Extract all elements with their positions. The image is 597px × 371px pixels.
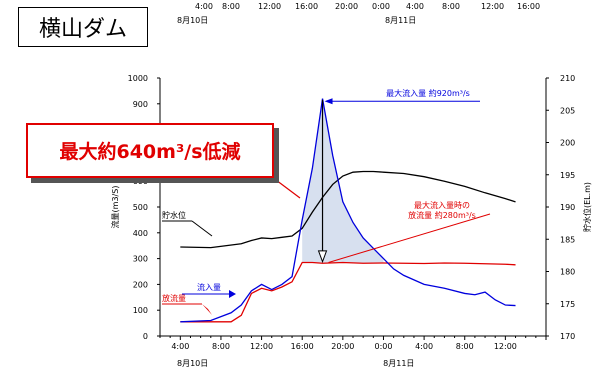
y-tick-label: 1000 xyxy=(128,74,148,83)
x-date-label: 8月10日 xyxy=(177,359,208,368)
y2-tick-label: 175 xyxy=(560,300,575,309)
dam-name: 横山ダム xyxy=(38,17,127,42)
y-tick-label: 100 xyxy=(133,306,148,315)
max-inflow-arrowhead xyxy=(324,98,333,105)
y2-tick-label: 180 xyxy=(560,268,575,277)
y2-tick-label: 200 xyxy=(560,139,575,148)
x-date-label: 8月11日 xyxy=(383,359,414,368)
outflow-label: 放流量 xyxy=(162,293,186,303)
top-time-tick: 0:00 xyxy=(372,2,390,11)
y-tick-label: 0 xyxy=(143,332,148,341)
y2-tick-label: 205 xyxy=(560,106,575,115)
y2-tick-label: 210 xyxy=(560,74,575,83)
top-time-tick: 16:00 xyxy=(517,2,541,11)
y-tick-label: 300 xyxy=(133,255,148,264)
y2-tick-label: 190 xyxy=(560,203,575,212)
y-tick-label: 200 xyxy=(133,280,148,289)
reduction-area xyxy=(302,98,384,264)
outflow-at-max-label: 最大流入量時の xyxy=(414,200,470,210)
y-tick-label: 500 xyxy=(133,203,148,212)
inflow-label: 流入量 xyxy=(197,282,221,292)
callout-pointer xyxy=(271,176,301,199)
y2-tick-label: 185 xyxy=(560,235,575,244)
top-date-label: 8月11日 xyxy=(385,16,417,25)
top-date-label: 8月10日 xyxy=(177,16,209,25)
top-time-tick: 8:00 xyxy=(442,2,460,11)
top-time-tick: 12:00 xyxy=(258,2,282,11)
top-time-tick: 4:00 xyxy=(195,2,213,11)
x-tick-label: 8:00 xyxy=(212,342,230,351)
x-tick-label: 4:00 xyxy=(415,342,433,351)
top-time-tick: 12:00 xyxy=(481,2,505,11)
reduction-callout: 最大約640m³/s低減 xyxy=(26,123,274,178)
inflow-line xyxy=(180,98,516,323)
x-tick-label: 12:00 xyxy=(250,342,273,351)
dam-name-box: 横山ダム xyxy=(18,7,148,47)
y-axis-title: 流量(m3/S) xyxy=(110,186,120,229)
x-tick-label: 20:00 xyxy=(331,342,354,351)
x-tick-label: 8:00 xyxy=(456,342,474,351)
top-time-tick: 4:00 xyxy=(406,2,424,11)
y2-tick-label: 195 xyxy=(560,171,575,180)
top-time-tick: 20:00 xyxy=(335,2,359,11)
x-tick-label: 16:00 xyxy=(291,342,314,351)
reduction-arrow-head xyxy=(317,250,328,264)
y2-axis-title: 貯水位(EL.m) xyxy=(582,182,592,232)
top-time-tick: 8:00 xyxy=(222,2,240,11)
y-tick-label: 600 xyxy=(133,177,148,186)
level-label: 貯水位 xyxy=(162,210,186,220)
y-tick-label: 400 xyxy=(133,229,148,238)
top-time-tick: 16:00 xyxy=(295,2,319,11)
outflow-at-max-pointer xyxy=(328,213,491,263)
level-label-pointer xyxy=(191,220,213,237)
outflow-at-max-label: 放流量 約280m³/s xyxy=(408,210,476,220)
y-tick-label: 900 xyxy=(133,100,148,109)
x-tick-label: 4:00 xyxy=(171,342,189,351)
x-tick-label: 0:00 xyxy=(374,342,392,351)
y2-tick-label: 170 xyxy=(560,332,575,341)
outflow-label-arrowhead xyxy=(202,304,212,315)
reduction-callout-text: 最大約640m³/s低減 xyxy=(59,141,241,163)
max-inflow-label: 最大流入量 約920m³/s xyxy=(386,88,470,98)
outflow-line xyxy=(180,261,516,323)
x-tick-label: 12:00 xyxy=(494,342,517,351)
inflow-label-arrowhead xyxy=(229,290,236,298)
